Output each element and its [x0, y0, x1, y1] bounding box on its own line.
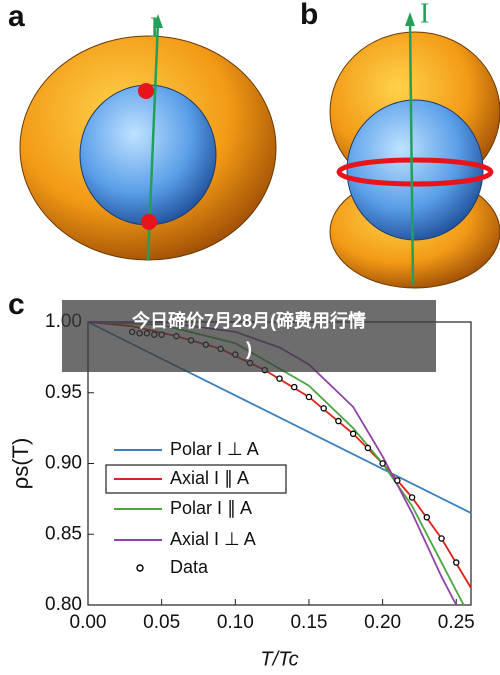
- data-point: [379, 460, 386, 467]
- data-point: [349, 430, 357, 438]
- y-tick-label: 0.85: [45, 523, 82, 544]
- data-point: [394, 477, 401, 484]
- legend-label: Data: [170, 557, 209, 577]
- x-axis-label: T/Tc: [260, 648, 298, 670]
- banner: 今日碲价7月28月(碲费用行情 ): [62, 300, 436, 372]
- legend-highlight: [105, 464, 287, 494]
- banner-text: 今日碲价7月28月(碲费用行情: [132, 310, 366, 331]
- x-tick-label: 0.25: [438, 612, 475, 633]
- data-point: [320, 405, 327, 412]
- panel-b-art: [329, 12, 500, 289]
- data-point: [453, 559, 460, 566]
- legend-label: Axial I ∥ A: [170, 468, 249, 488]
- panel-label: a: [8, 0, 25, 33]
- current-label: I: [420, 0, 429, 29]
- data-point: [438, 535, 445, 542]
- data-point: [276, 375, 283, 382]
- x-tick-label: 0.15: [290, 612, 327, 633]
- panel-label: c: [8, 288, 25, 321]
- x-tick-label: 0.10: [217, 612, 254, 633]
- y-axis-label: ρs(T): [8, 438, 33, 490]
- data-point: [335, 417, 342, 425]
- data-point: [290, 383, 298, 391]
- x-tick-label: 0.00: [70, 612, 107, 633]
- legend-marker: [136, 564, 144, 572]
- legend-label: Polar I ⊥ A: [170, 439, 259, 459]
- data-point: [305, 393, 313, 401]
- x-tick-label: 0.20: [364, 612, 401, 633]
- legend-label: Polar I ∥ A: [170, 498, 252, 518]
- data-point: [364, 444, 372, 452]
- legend-label: Axial I ⊥ A: [170, 529, 256, 549]
- data-point: [408, 494, 416, 501]
- x-tick-label: 0.05: [143, 612, 180, 633]
- banner-text: ): [246, 339, 252, 359]
- y-tick-label: 0.95: [45, 382, 82, 403]
- data-point: [423, 514, 431, 521]
- panel-label: b: [300, 0, 318, 31]
- y-tick-label: 0.90: [45, 453, 82, 474]
- panel-a-art: [19, 14, 277, 261]
- y-tick-label: 0.80: [45, 594, 82, 615]
- current-label: I: [150, 12, 159, 43]
